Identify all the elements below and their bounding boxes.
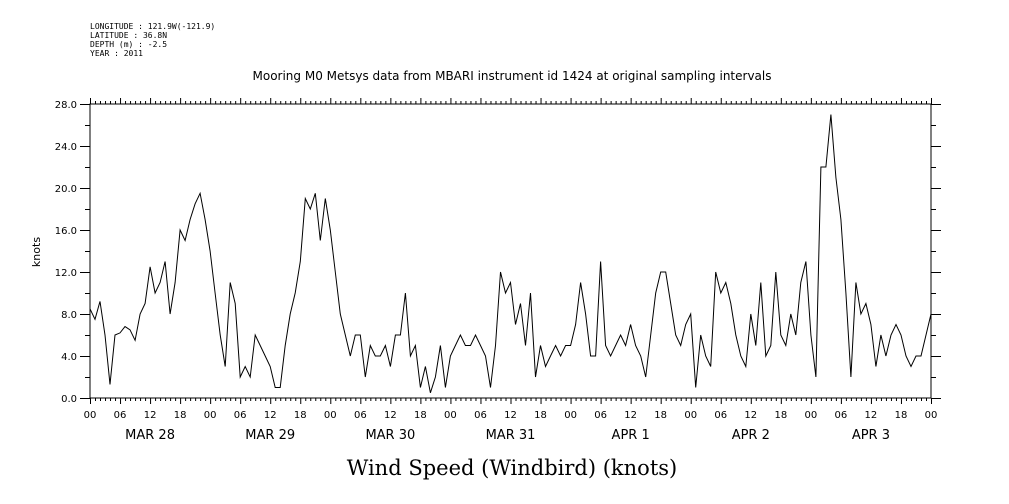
station-metadata: LONGITUDE : 121.9W(-121.9) LATITUDE : 36… [90, 22, 215, 58]
x-tick-label: 12 [865, 410, 878, 421]
x-tick-label: 12 [624, 410, 637, 421]
x-tick-label: 00 [925, 410, 938, 421]
x-tick-label: 18 [895, 410, 908, 421]
day-label: MAR 29 [245, 428, 295, 443]
x-tick-label: 06 [474, 410, 487, 421]
y-tick-label: 28.0 [55, 100, 77, 111]
day-label: MAR 28 [125, 428, 175, 443]
day-label: MAR 30 [365, 428, 415, 443]
x-tick-label: 00 [564, 410, 577, 421]
y-tick-label: 24.0 [55, 142, 77, 153]
x-tick-label: 06 [594, 410, 607, 421]
tick-marks [80, 98, 941, 404]
y-tick-label: 12.0 [55, 268, 77, 279]
x-tick-label: 06 [234, 410, 247, 421]
x-tick-label: 00 [444, 410, 457, 421]
day-label: APR 2 [732, 428, 770, 443]
tick-labels: 0.0 4.0 8.0 12.0 16.0 20.0 24.0 28.0 00 06 12 18 00 0… [55, 100, 938, 443]
x-tick-label: 18 [774, 410, 787, 421]
depth-text: DEPTH (m) : -2.5 [90, 40, 168, 49]
x-tick-label: 12 [504, 410, 517, 421]
x-tick-label: 06 [114, 410, 127, 421]
x-tick-label: 00 [804, 410, 817, 421]
x-tick-label: 12 [744, 410, 757, 421]
x-tick-label: 06 [835, 410, 848, 421]
x-tick-label: 18 [654, 410, 667, 421]
x-tick-label: 12 [144, 410, 157, 421]
y-tick-label: 16.0 [55, 226, 77, 237]
x-tick-label: 00 [84, 410, 97, 421]
x-tick-label: 18 [414, 410, 427, 421]
y-tick-label: 4.0 [61, 352, 77, 363]
x-tick-label: 12 [384, 410, 397, 421]
y-tick-label: 8.0 [61, 310, 77, 321]
x-tick-label: 00 [684, 410, 697, 421]
x-tick-label: 12 [264, 410, 277, 421]
plot-frame [89, 103, 932, 399]
x-tick-label: 18 [174, 410, 187, 421]
x-tick-label: 00 [204, 410, 217, 421]
x-tick-label: 06 [714, 410, 727, 421]
x-tick-label: 06 [354, 410, 367, 421]
x-tick-label: 00 [324, 410, 337, 421]
chart-title: Mooring M0 Metsys data from MBARI instru… [253, 69, 772, 83]
longitude-text: LONGITUDE : 121.9W(-121.9) [90, 22, 216, 31]
wind-speed-line [89, 114, 932, 393]
y-tick-label: 20.0 [55, 184, 77, 195]
day-label: APR 3 [852, 428, 890, 443]
y-axis-label: knots [30, 237, 43, 267]
day-label: MAR 31 [486, 428, 536, 443]
day-label: APR 1 [612, 428, 650, 443]
year-text: YEAR : 2011 [90, 49, 143, 58]
y-tick-label: 0.0 [61, 394, 77, 405]
x-tick-label: 18 [294, 410, 307, 421]
x-tick-label: 18 [534, 410, 547, 421]
x-axis-label: Wind Speed (Windbird) (knots) [347, 456, 677, 480]
latitude-text: LATITUDE : 36.8N [90, 31, 168, 40]
